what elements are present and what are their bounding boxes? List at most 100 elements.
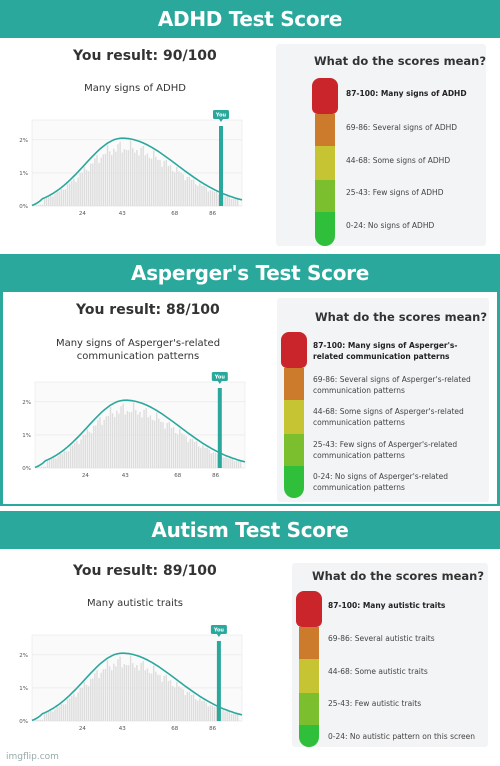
histogram-bar — [60, 188, 62, 206]
histogram-bar — [229, 458, 231, 468]
histogram-bar — [126, 411, 128, 468]
histogram-bar — [50, 195, 52, 206]
histogram-bar — [135, 410, 137, 468]
adhd-scale-seg-4 — [315, 180, 335, 212]
adhd-scale-seg-2 — [315, 114, 335, 146]
histogram-bar — [184, 695, 186, 721]
histogram-bar — [174, 172, 176, 206]
histogram-bar — [102, 154, 104, 206]
histogram-bar — [182, 174, 184, 206]
histogram-bar — [216, 191, 218, 206]
histogram-bar — [79, 173, 81, 206]
histogram-bar — [77, 177, 79, 206]
autism-legend-title: What do the scores mean? — [312, 569, 485, 583]
histogram-bar — [72, 445, 74, 468]
histogram-bar — [174, 432, 177, 468]
histogram-bar — [211, 190, 214, 206]
histogram-bar — [102, 669, 104, 721]
histogram-bar — [78, 443, 80, 468]
histogram-bar — [96, 155, 98, 206]
histogram-bar — [87, 171, 90, 206]
histogram-bar — [171, 685, 174, 721]
histogram-bar — [123, 664, 125, 721]
y-tick-label: 0% — [19, 204, 28, 210]
adhd-result-subtitle: Many signs of ADHD — [84, 83, 186, 94]
histogram-bar — [141, 417, 143, 468]
histogram-bar — [190, 694, 193, 721]
histogram-bar — [39, 204, 41, 206]
histogram-bar — [169, 680, 172, 721]
histogram-bar — [159, 160, 161, 206]
histogram-bar — [198, 446, 200, 468]
histogram-bar — [132, 402, 135, 468]
autism-result-subtitle: Many autistic traits — [86, 598, 183, 609]
histogram-bar — [191, 438, 194, 468]
histogram-bar — [227, 458, 229, 468]
histogram-bar — [216, 453, 219, 468]
histogram-bar — [142, 145, 144, 206]
histogram-bar — [66, 699, 69, 721]
autism-scale-seg-2 — [299, 627, 319, 659]
asperger-legend-item-2: 69-86: Several signs of Asperger's-relat… — [313, 375, 471, 395]
adhd-scale-seg-1 — [312, 78, 338, 114]
histogram-bar — [195, 441, 198, 468]
autism-legend-item-3: 44-68: Some autistic traits — [328, 667, 428, 676]
histogram-bar — [164, 428, 166, 468]
y-tick-label: 1% — [19, 686, 28, 692]
imgflip-watermark: imgflip.com — [6, 752, 59, 762]
histogram-bar — [95, 425, 97, 468]
histogram-bar — [107, 415, 110, 468]
histogram-bar — [204, 447, 206, 468]
x-tick-label: 86 — [209, 211, 216, 217]
autism-panel: You result: 89/100 Many autistic traits … — [0, 549, 500, 751]
histogram-bar — [77, 692, 79, 721]
histogram-bar — [171, 170, 174, 206]
autism-scale-thermometer — [296, 591, 322, 757]
histogram-bar — [69, 698, 71, 721]
histogram-bar — [214, 452, 217, 468]
histogram-bar — [200, 447, 202, 468]
histogram-bar — [195, 184, 197, 206]
histogram-bar — [144, 155, 146, 206]
histogram-bar — [48, 459, 51, 468]
asperger-scale-seg-1 — [281, 332, 307, 368]
histogram-bar — [186, 691, 188, 721]
histogram-bar — [234, 199, 237, 206]
histogram-bar — [218, 194, 220, 206]
adhd-scale-thermometer — [312, 78, 338, 246]
histogram-bar — [158, 418, 160, 468]
histogram-bar — [92, 163, 94, 206]
histogram-bar — [51, 459, 53, 468]
histogram-bar — [113, 663, 115, 721]
histogram-bar — [48, 712, 50, 721]
histogram-bar — [148, 157, 151, 206]
histogram-bar — [170, 428, 173, 468]
adhd-distribution-chart: 0% 1% 2% You 24 43 68 86 — [10, 110, 248, 222]
histogram-bar — [199, 698, 201, 721]
x-tick-label: 24 — [79, 211, 86, 217]
asperger-result-subtitle: Many signs of Asperger's-related communi… — [55, 338, 221, 362]
histogram-bar — [176, 681, 178, 721]
adhd-legend-title: What do the scores mean? — [314, 54, 487, 68]
histogram-bar — [52, 711, 54, 721]
histogram-bar — [225, 457, 227, 468]
histogram-bar — [138, 670, 140, 721]
histogram-bar — [105, 416, 107, 468]
histogram-bar — [129, 655, 132, 721]
histogram-bar — [193, 441, 196, 468]
x-tick-label: 43 — [119, 726, 126, 732]
histogram-bar — [233, 461, 236, 468]
histogram-bar — [71, 696, 73, 721]
histogram-bar — [205, 187, 207, 206]
histogram-bar — [120, 406, 122, 468]
histogram-bar — [62, 189, 65, 206]
histogram-bar — [80, 439, 82, 468]
histogram-bar — [166, 422, 168, 468]
x-tick-label: 43 — [122, 473, 129, 479]
histogram-bar — [197, 700, 199, 721]
histogram-bar — [60, 703, 62, 721]
histogram-bar — [161, 166, 163, 206]
histogram-bar — [42, 466, 44, 468]
adhd-legend-box: What do the scores mean? 87-100: Many si… — [276, 44, 486, 246]
histogram-bar — [207, 191, 209, 206]
